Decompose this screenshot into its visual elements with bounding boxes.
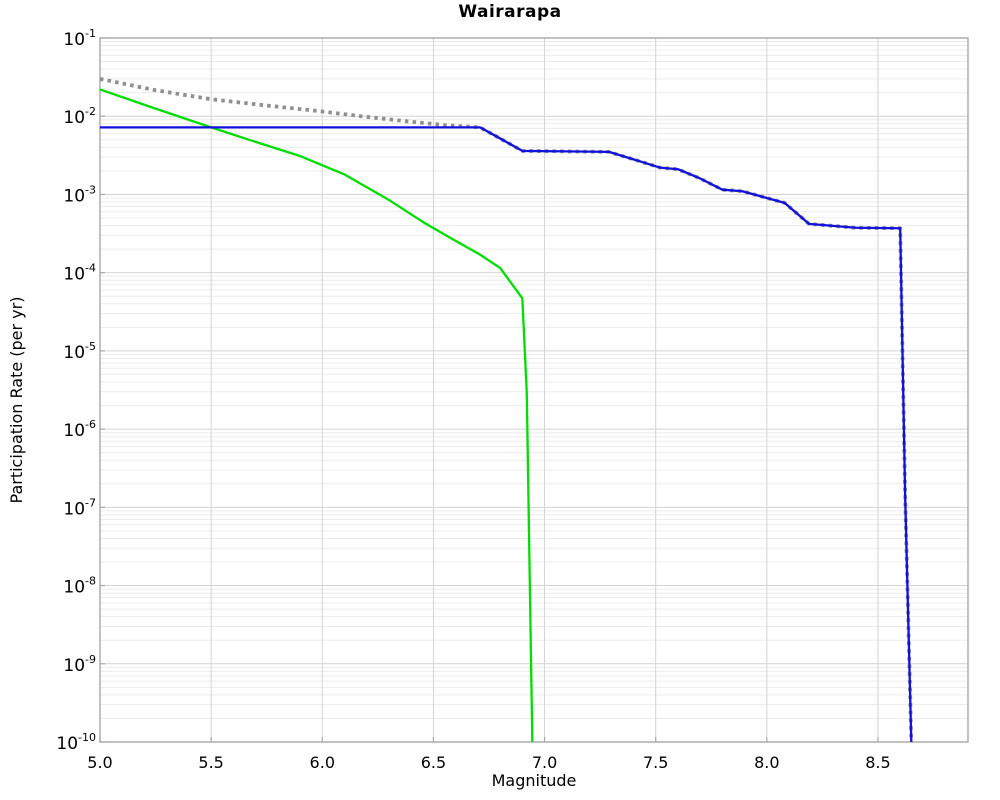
x-axis-title: Magnitude (491, 771, 577, 790)
y-tick-label: 10-3 (63, 183, 96, 206)
x-tick-label: 6.0 (310, 753, 335, 772)
x-tick-label: 8.0 (754, 753, 779, 772)
x-tick-label: 7.5 (643, 753, 668, 772)
x-tick-label: 7.0 (532, 753, 557, 772)
x-tick-label: 8.5 (865, 753, 890, 772)
chart-title: Wairarapa (458, 2, 562, 22)
series-solid-blue (100, 126, 913, 743)
x-tick-label: 5.5 (198, 753, 223, 772)
y-tick-label: 10-5 (63, 340, 96, 363)
x-tick-label: 6.5 (421, 753, 446, 772)
y-tick-label: 10-6 (63, 418, 96, 441)
y-axis-title: Participation Rate (per yr) (7, 296, 26, 504)
y-tick-label: 10-9 (63, 653, 96, 676)
y-tick-label: 10-2 (63, 105, 96, 128)
series-dotted-gray-total (99, 77, 914, 743)
y-tick-label: 10-10 (56, 731, 96, 754)
y-tick-label: 10-8 (63, 575, 96, 598)
x-tick-label: 5.0 (87, 753, 112, 772)
series-solid-green (99, 88, 534, 743)
y-tick-label: 10-1 (63, 27, 96, 50)
plot-frame (99, 37, 969, 743)
y-tick-label: 10-7 (63, 496, 96, 519)
y-tick-label: 10-4 (63, 262, 96, 285)
